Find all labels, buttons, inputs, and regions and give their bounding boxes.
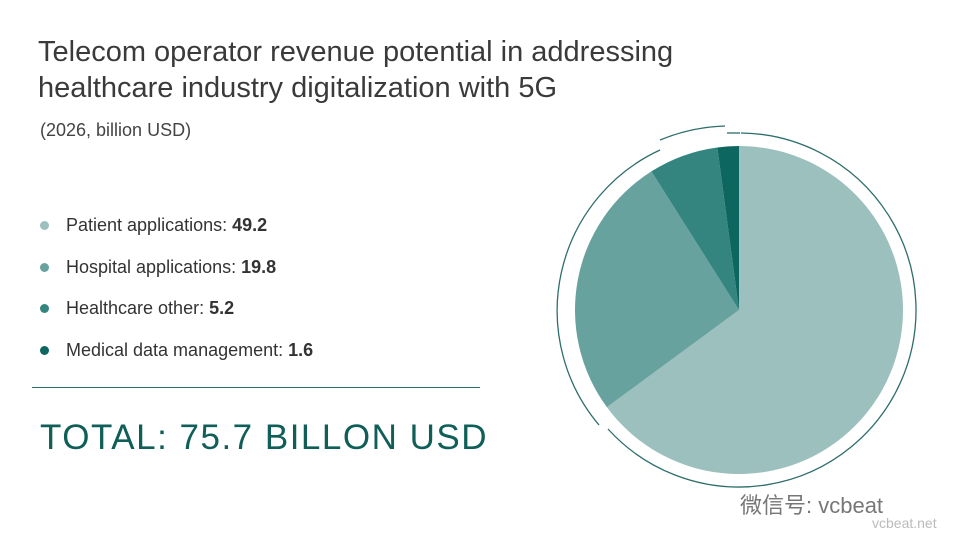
outer-ring-arc <box>607 132 917 488</box>
legend-label: Hospital applications <box>66 256 232 277</box>
legend-value: 1.6 <box>288 339 314 360</box>
pie-slice <box>717 146 739 310</box>
legend-dot <box>40 345 49 355</box>
legend-label: Patient applications <box>66 215 223 236</box>
legend-value: 5.2 <box>209 298 235 319</box>
legend-label: Healthcare other <box>66 298 200 319</box>
pie-slice <box>651 147 739 310</box>
legend-dot <box>40 262 49 272</box>
legend-item: Patient applications:49.2 <box>40 205 313 247</box>
legend-label: Medical data management <box>66 339 279 360</box>
legend-item: Hospital applications:19.8 <box>40 247 313 289</box>
pie-slice <box>606 146 903 475</box>
divider <box>32 387 480 388</box>
watermark-site: vcbeat.net <box>872 515 937 531</box>
legend-item: Healthcare other:5.2 <box>40 288 313 330</box>
total-label: TOTAL: 75.7 BILLON USD <box>40 418 488 457</box>
legend-value: 49.2 <box>232 215 268 236</box>
pie-slice <box>574 171 739 408</box>
outer-ring-arc <box>659 125 726 141</box>
chart-title: Telecom operator revenue potential in ad… <box>38 36 674 104</box>
outer-ring-arc <box>556 149 661 426</box>
legend-value: 19.8 <box>241 256 277 277</box>
legend: Patient applications:49.2 Hospital appli… <box>40 205 313 371</box>
legend-item: Medical data management:1.6 <box>40 330 313 372</box>
legend-dot <box>40 304 49 314</box>
watermark: 微信号: vcbeat <box>740 493 884 518</box>
chart-subtitle: (2026, billion USD) <box>40 120 192 140</box>
legend-dot <box>40 221 49 231</box>
